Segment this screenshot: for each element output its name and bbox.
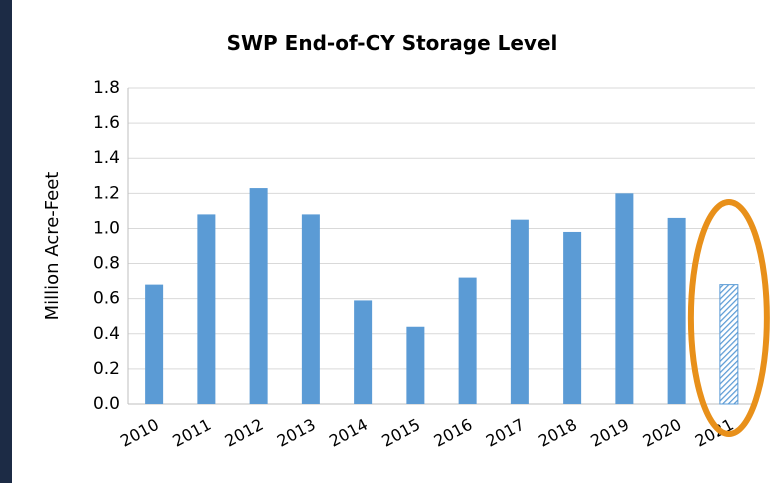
bar	[510, 219, 529, 404]
bar	[197, 214, 216, 404]
y-axis-label: Million Acre-Feet	[42, 172, 63, 321]
bar	[719, 284, 739, 405]
y-tick-label: 0.0	[93, 394, 120, 414]
y-tick-label: 1.2	[93, 183, 120, 203]
bar	[406, 326, 425, 404]
y-tick-label: 0.2	[93, 359, 120, 379]
bar	[667, 217, 686, 404]
bar	[458, 277, 477, 404]
y-tick-label: 0.8	[93, 254, 120, 274]
y-tick-label: 1.0	[93, 218, 120, 238]
panel	[12, 0, 772, 483]
y-tick-label: 0.6	[93, 289, 120, 309]
y-tick-label: 0.4	[93, 324, 120, 344]
y-tick-label: 1.4	[93, 148, 120, 168]
bar	[615, 193, 634, 404]
y-tick-label: 1.6	[93, 113, 120, 133]
chart-title: SWP End-of-CY Storage Level	[227, 31, 558, 55]
bar	[563, 231, 582, 404]
y-tick-label: 1.8	[93, 78, 120, 98]
highlight-ellipse	[687, 199, 770, 437]
bar	[249, 188, 268, 404]
bar	[354, 300, 373, 404]
bar	[145, 284, 164, 404]
bar	[301, 214, 320, 404]
